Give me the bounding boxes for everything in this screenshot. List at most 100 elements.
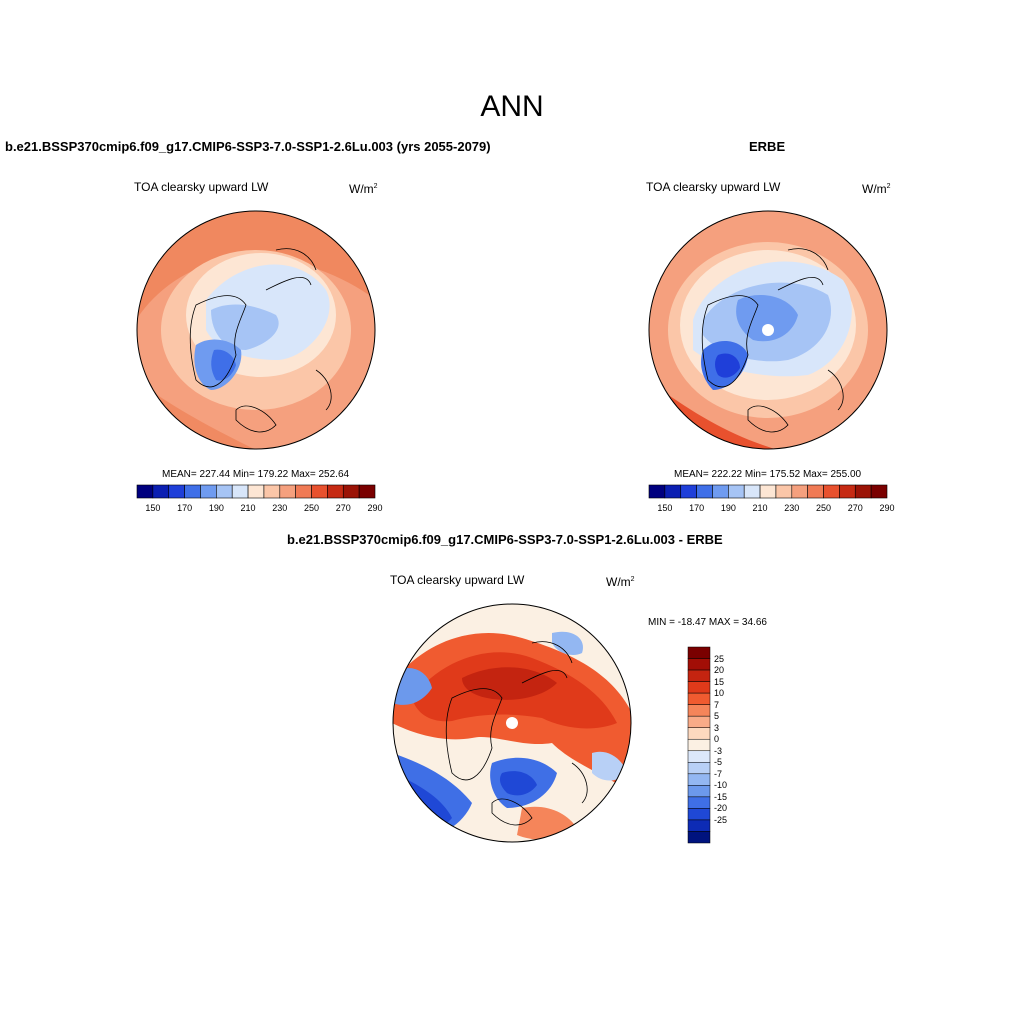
panel-2-title: ERBE (749, 139, 786, 154)
colorbar-tick-label: 270 (847, 503, 863, 513)
colorbar-swatch (168, 484, 185, 499)
colorbar-swatch (775, 484, 793, 499)
panel-1-units: W/m2 (349, 182, 378, 196)
panel-1-polar-map (136, 210, 376, 450)
panel-3-polar-map (392, 603, 632, 843)
panel-3-variable: TOA clearsky upward LW (390, 573, 525, 587)
colorbar-swatch (687, 808, 711, 821)
colorbar-swatch (311, 484, 328, 499)
colorbar-swatch (680, 484, 697, 499)
colorbar-tick-label: 3 (714, 722, 720, 733)
colorbar-tick-label: 190 (208, 503, 224, 513)
colorbar-swatch (263, 484, 281, 499)
panel-3-colorbar (687, 646, 711, 844)
colorbar-swatch (854, 484, 872, 499)
colorbar-tick-label: 0 (714, 734, 720, 745)
figure-title: ANN (480, 90, 544, 123)
panel-2-units: W/m2 (862, 182, 891, 196)
colorbar-tick-label: 15 (714, 676, 725, 687)
colorbar-swatch (687, 681, 711, 694)
colorbar-swatch (200, 484, 217, 499)
panel-3-stats: MIN = -18.47 MAX = 34.66 (648, 617, 767, 628)
colorbar-swatch (216, 484, 233, 499)
colorbar-swatch (823, 484, 840, 499)
colorbar-swatch (687, 773, 711, 786)
panel-2-stats: MEAN= 222.22 Min= 175.52 Max= 255.00 (674, 469, 862, 480)
colorbar-tick-label: -10 (714, 780, 728, 791)
colorbar-tick-label: 250 (816, 503, 832, 513)
colorbar-tick-label: 170 (177, 503, 193, 513)
panel-1-colorbar (136, 484, 376, 499)
colorbar-swatch (279, 484, 296, 499)
panel-1-title: b.e21.BSSP370cmip6.f09_g17.CMIP6-SSP3-7.… (5, 139, 491, 154)
colorbar-swatch (687, 750, 711, 763)
panel-1-variable: TOA clearsky upward LW (134, 180, 269, 194)
colorbar-tick-label: 20 (714, 665, 725, 676)
colorbar-swatch (807, 484, 824, 499)
panel-1-stats: MEAN= 227.44 Min= 179.22 Max= 252.64 (162, 469, 350, 480)
colorbar-tick-label: -3 (714, 745, 723, 756)
colorbar-swatch (247, 484, 265, 499)
panel-2-colorbar (648, 484, 888, 499)
colorbar-swatch (295, 484, 312, 499)
colorbar-swatch (687, 727, 711, 740)
panel-3-title: b.e21.BSSP370cmip6.f09_g17.CMIP6-SSP3-7.… (287, 532, 723, 547)
colorbar-swatch (342, 484, 360, 499)
colorbar-tick-label: -15 (714, 791, 728, 802)
colorbar-tick-label: -5 (714, 757, 723, 768)
colorbar-swatch (791, 484, 808, 499)
colorbar-swatch (839, 484, 856, 499)
colorbar-tick-label: 10 (714, 688, 725, 699)
panel-2-colorbar-labels: 150 170 190 210 230 250 270 290 (649, 503, 894, 515)
colorbar-tick-label: 25 (714, 653, 725, 664)
colorbar-swatch (687, 762, 711, 775)
colorbar-swatch (712, 484, 729, 499)
colorbar-swatch (870, 484, 888, 499)
colorbar-tick-label: 150 (657, 503, 673, 513)
colorbar-swatch (728, 484, 745, 499)
colorbar-swatch (184, 484, 201, 499)
colorbar-tick-label: 270 (335, 503, 351, 513)
colorbar-swatch (687, 738, 711, 752)
colorbar-tick-label: 5 (714, 711, 720, 722)
colorbar-swatch (743, 484, 761, 499)
colorbar-tick-label: 190 (720, 503, 736, 513)
colorbar-tick-label: 230 (272, 503, 288, 513)
colorbar-swatch (358, 484, 376, 499)
colorbar-swatch (687, 669, 711, 682)
colorbar-swatch (687, 692, 711, 705)
panel-1-colorbar-labels: 150 170 190 210 230 250 270 290 (137, 503, 382, 515)
colorbar-tick-label: 150 (145, 503, 161, 513)
colorbar-tick-label: 170 (689, 503, 705, 513)
colorbar-swatch (687, 796, 711, 809)
colorbar-swatch (687, 715, 711, 728)
colorbar-swatch (687, 646, 711, 659)
panel-3-colorbar-labels: 25 20 15 10 7 5 3 0 -3 -5 -7 -10 -15 -20 -25 (714, 647, 744, 843)
panel-2-variable: TOA clearsky upward LW (646, 180, 781, 194)
panel-3-units: W/m2 (606, 575, 635, 589)
colorbar-swatch (687, 831, 711, 844)
colorbar-tick-label: -25 (714, 814, 728, 825)
colorbar-tick-label: 7 (714, 699, 720, 710)
colorbar-swatch (648, 484, 666, 499)
colorbar-tick-label: -20 (714, 803, 728, 814)
colorbar-swatch (687, 704, 711, 717)
colorbar-tick-label: -7 (714, 768, 723, 779)
colorbar-swatch (231, 484, 249, 499)
colorbar-swatch (687, 785, 711, 798)
colorbar-tick-label: 210 (240, 503, 256, 513)
colorbar-tick-label: 210 (752, 503, 768, 513)
colorbar-swatch (152, 484, 170, 499)
colorbar-swatch (696, 484, 713, 499)
colorbar-tick-label: 230 (784, 503, 800, 513)
colorbar-tick-label: 250 (304, 503, 320, 513)
colorbar-tick-label: 290 (367, 503, 383, 513)
panel-2-polar-map (648, 210, 888, 450)
colorbar-swatch (687, 819, 711, 832)
colorbar-swatch (136, 484, 154, 499)
colorbar-swatch (687, 658, 711, 671)
colorbar-swatch (327, 484, 344, 499)
colorbar-swatch (664, 484, 682, 499)
colorbar-tick-label: 290 (879, 503, 895, 513)
colorbar-swatch (759, 484, 777, 499)
